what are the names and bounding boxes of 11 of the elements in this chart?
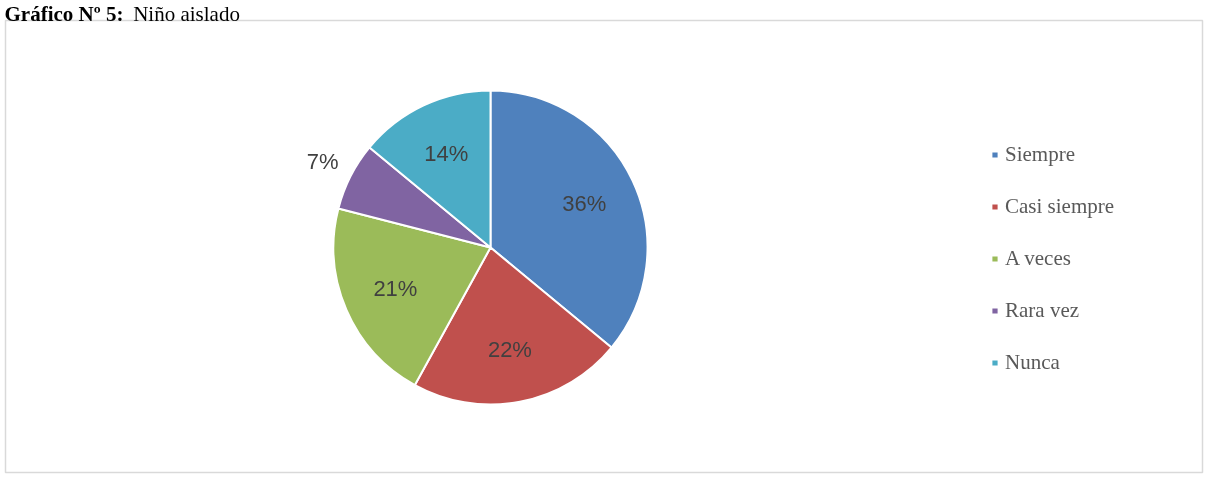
legend-label: Nunca [1005,350,1060,375]
text: Gráfico Nº 5: Niño aislado [4,1,240,26]
legend-label: Casi siempre [1005,194,1115,219]
legend-label: Siempre [1005,142,1075,167]
data-label: 14% [424,141,469,167]
data-label: 7% [306,149,339,175]
legend-label: Rara vez [1005,298,1080,323]
legend-label: A veces [1005,246,1071,271]
data-label: 22% [487,336,532,362]
data-label: 21% [373,276,418,302]
data-label: 36% [562,190,607,216]
